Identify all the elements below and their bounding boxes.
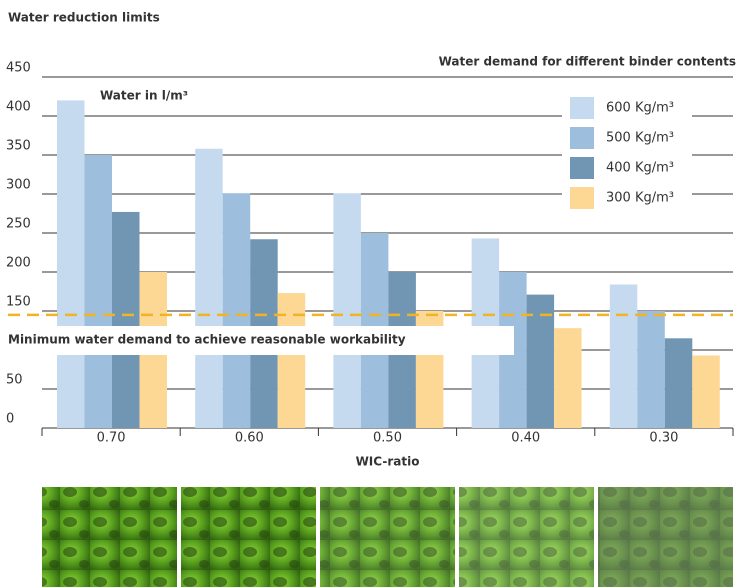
y-tick-label: 150 bbox=[6, 295, 31, 310]
legend-swatch bbox=[570, 187, 594, 209]
bar bbox=[195, 149, 223, 428]
y-tick-label: 300 bbox=[6, 178, 31, 193]
bar bbox=[665, 338, 693, 428]
x-tick-label: 0.30 bbox=[649, 431, 678, 446]
x-tick-label: 0.70 bbox=[97, 431, 126, 446]
legend-label: 500 Kg/m³ bbox=[606, 131, 674, 146]
y-tick-label: 250 bbox=[6, 217, 31, 232]
bar bbox=[692, 355, 720, 428]
legend-swatch bbox=[570, 157, 594, 179]
y-tick-label: 400 bbox=[6, 100, 31, 115]
legend-swatch bbox=[570, 127, 594, 149]
x-tick-label: 0.60 bbox=[235, 431, 264, 446]
y-tick-label: 200 bbox=[6, 256, 31, 271]
x-tick-label: 0.40 bbox=[511, 431, 540, 446]
legend-label: 600 Kg/m³ bbox=[606, 101, 674, 116]
y-tick-label: 350 bbox=[6, 139, 31, 154]
chart-subtitle: Water demand for different binder conten… bbox=[439, 55, 736, 69]
x-tick-label: 0.50 bbox=[373, 431, 402, 446]
bar bbox=[85, 155, 113, 428]
annotation: Minimum water demand to achieve reasonab… bbox=[8, 333, 406, 347]
bar bbox=[112, 212, 140, 428]
legend-swatch bbox=[570, 97, 594, 119]
chart-title: Water reduction limits bbox=[8, 11, 160, 25]
y-tick-label: 50 bbox=[6, 373, 23, 388]
bar bbox=[57, 100, 85, 428]
legend-label: 300 Kg/m³ bbox=[606, 191, 674, 206]
y-tick-label: 450 bbox=[6, 61, 31, 76]
y-tick-label: 0 bbox=[6, 412, 14, 427]
bar bbox=[223, 193, 251, 428]
chart: Water reduction limits Water demand for … bbox=[0, 0, 747, 587]
bar bbox=[278, 293, 306, 428]
y-axis-label: Water in l/m³ bbox=[100, 89, 188, 103]
bar bbox=[610, 284, 638, 428]
bar bbox=[554, 328, 582, 428]
legend-label: 400 Kg/m³ bbox=[606, 161, 674, 176]
photos bbox=[42, 487, 733, 587]
bar bbox=[637, 311, 665, 428]
x-axis-label: WIC-ratio bbox=[356, 455, 420, 469]
bar bbox=[333, 193, 361, 428]
